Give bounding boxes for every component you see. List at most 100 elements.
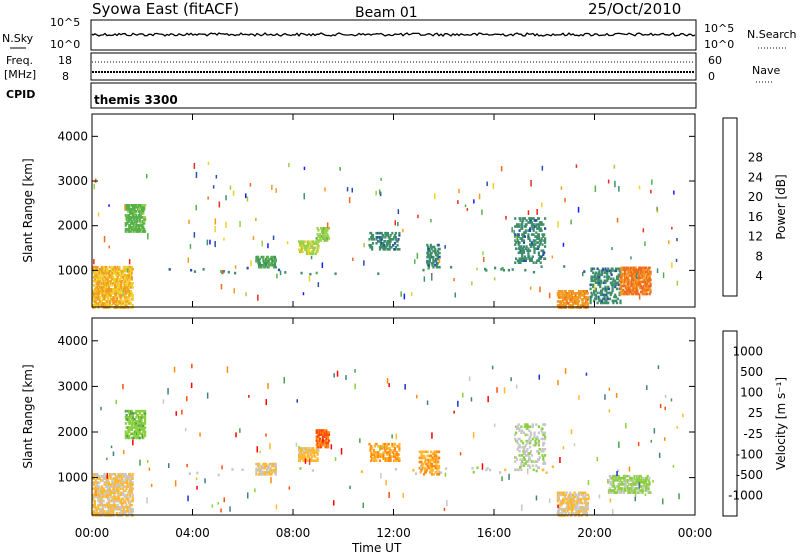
scatter-cell <box>642 489 645 492</box>
scatter-cell <box>390 238 393 241</box>
scatter-cell <box>174 480 177 487</box>
scatter-cell <box>144 218 147 221</box>
scatter-cell <box>529 245 533 248</box>
scatter-cell <box>524 247 527 250</box>
scatter-cell <box>427 255 431 259</box>
scatter-cell <box>642 268 645 272</box>
scatter-cell <box>135 416 138 419</box>
scatter-cell <box>382 442 385 446</box>
scatter-cell <box>104 503 107 507</box>
scatter-cell <box>128 436 131 440</box>
scatter-cell <box>112 481 115 484</box>
scatter-cell <box>275 504 278 510</box>
scatter-cell <box>639 276 642 280</box>
scatter-cell <box>624 274 628 278</box>
scatter-cell <box>426 450 429 454</box>
scatter-cell <box>589 301 592 305</box>
scatter-cell <box>92 495 95 499</box>
scatter-cell <box>146 497 148 504</box>
scatter-cell <box>586 501 589 505</box>
scatter-cell <box>273 255 276 259</box>
scatter-cell <box>612 483 615 486</box>
scatter-cell <box>535 495 538 501</box>
scatter-cell <box>639 474 642 478</box>
scatter-cell <box>106 269 110 273</box>
scatter-cell <box>122 507 125 511</box>
x-axis-label: Time UT <box>351 541 402 554</box>
scatter-cell <box>323 435 326 438</box>
velocity-cluster <box>255 462 277 476</box>
scatter-cell <box>606 275 609 279</box>
x-tick-label: 00:00 <box>75 526 110 540</box>
scatter-cell <box>544 437 547 441</box>
scatter-cell <box>113 487 116 490</box>
scatter-cell <box>612 476 615 480</box>
scatter-cell <box>257 464 260 468</box>
scatter-cell <box>563 493 566 497</box>
scatter-cell <box>97 294 100 297</box>
scatter-cell <box>125 475 128 478</box>
scatter-cell <box>119 273 122 277</box>
scatter-cell <box>132 439 134 446</box>
scatter-cell <box>594 289 597 293</box>
scatter-cell <box>535 437 538 441</box>
scatter-cell <box>521 504 523 511</box>
scatter-cell <box>144 422 147 425</box>
scatter-cell <box>521 253 524 256</box>
scatter-cell <box>523 445 526 449</box>
scatter-cell <box>638 491 641 494</box>
scatter-cell <box>131 477 134 480</box>
scatter-cell <box>111 491 114 495</box>
scatter-cell <box>620 290 623 294</box>
scatter-cell <box>427 251 430 255</box>
scatter-cell <box>609 281 612 285</box>
scatter-cell <box>434 471 437 474</box>
scatter-cell <box>606 271 609 275</box>
scatter-cell <box>126 268 129 273</box>
scatter-cell <box>370 459 373 462</box>
scatter-cell <box>520 425 523 428</box>
scatter-cell <box>95 284 98 287</box>
scatter-cell <box>133 210 136 213</box>
scatter-cell <box>211 504 214 508</box>
scatter-cell <box>110 503 113 507</box>
scatter-cell <box>314 242 317 245</box>
scatter-cell <box>136 216 139 219</box>
scatter-cell <box>263 261 266 265</box>
scatter-cell <box>260 466 263 470</box>
scatter-cell <box>96 489 99 493</box>
scatter-cell <box>643 483 646 486</box>
scatter-cell <box>619 278 622 282</box>
scatter-cell <box>375 455 378 458</box>
scatter-cell <box>544 239 547 242</box>
scatter-cell <box>565 505 568 509</box>
scatter-cell <box>649 272 652 276</box>
scatter-cell <box>557 379 559 386</box>
scatter-cell <box>97 493 100 497</box>
cpid-label: CPID <box>6 88 35 101</box>
scatter-cell <box>438 255 441 259</box>
scatter-cell <box>454 292 456 298</box>
scatter-cell <box>624 278 627 282</box>
scatter-cell <box>259 468 262 472</box>
scatter-cell <box>438 247 441 251</box>
scatter-cell <box>517 235 520 238</box>
scatter-cell <box>122 384 124 390</box>
scatter-cell <box>584 497 587 501</box>
velocity-cluster <box>92 473 134 517</box>
scatter-cell <box>600 301 604 305</box>
scatter-cell <box>534 239 537 242</box>
scatter-cell <box>307 455 310 458</box>
scatter-cell <box>633 476 636 480</box>
scatter-cell <box>607 287 611 291</box>
scatter-cell <box>143 220 146 223</box>
scatter-cell <box>123 499 126 503</box>
scatter-cell <box>427 462 430 466</box>
scatter-cell <box>299 240 302 243</box>
scatter-cell <box>589 299 592 303</box>
scatter-cell <box>624 280 628 284</box>
scatter-cell <box>633 272 636 276</box>
scatter-cell <box>274 265 277 269</box>
scatter-cell <box>321 431 324 434</box>
